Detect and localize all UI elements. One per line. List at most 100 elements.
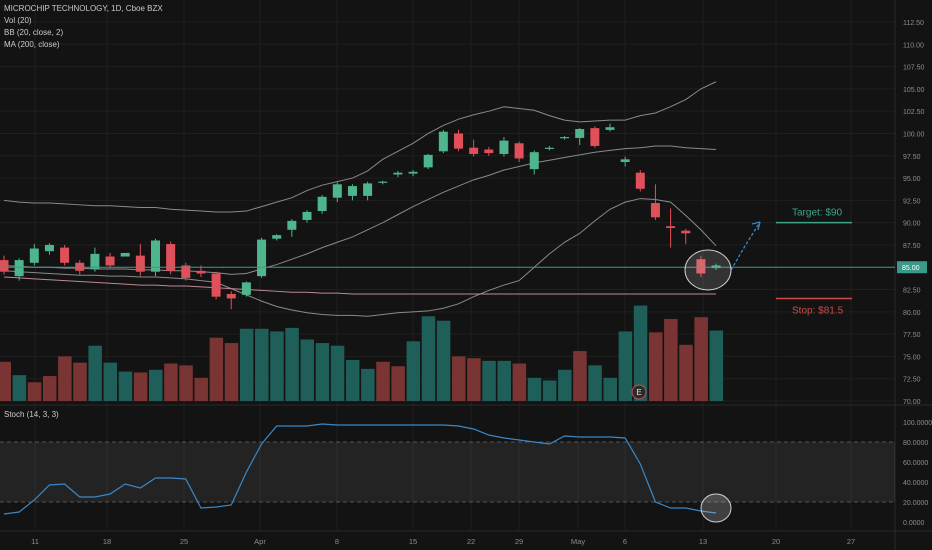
volume-bar (694, 317, 708, 401)
candle-body (393, 172, 403, 175)
volume-bar (88, 345, 102, 401)
candle-body (120, 252, 130, 257)
candle-body (135, 255, 145, 272)
time-tick-label: 29 (515, 537, 523, 546)
stoch-tick-label: 20.0000 (903, 500, 928, 507)
stoch-tick-label: 60.0000 (903, 460, 928, 467)
indicator-vol[interactable]: Vol (20) (4, 16, 32, 25)
volume-bar (0, 361, 11, 401)
volume-bar (270, 331, 284, 401)
candle-body (196, 270, 206, 274)
price-label-text: 85.00 (902, 265, 920, 272)
volume-bar (603, 377, 617, 401)
stoch-pane: 100.0000 80.0000 60.0000 40.0000 20.0000 0.00… (0, 420, 932, 527)
candle-body (181, 265, 191, 278)
time-tick-label: 27 (847, 537, 855, 546)
price-tick-label: 107.50 (903, 65, 925, 72)
volume-bar (73, 362, 87, 401)
volume-bar (12, 375, 27, 401)
candle-body (302, 211, 312, 220)
price-tick-label: 90.00 (903, 221, 921, 228)
candle-body (211, 273, 221, 297)
time-tick-label: 8 (335, 537, 339, 546)
volume-bar (330, 345, 345, 401)
candle-body (332, 184, 342, 198)
volume-bar (436, 320, 451, 401)
volume-bar (391, 366, 405, 401)
price-tick-label: 95.00 (903, 176, 921, 183)
candle-body (90, 253, 100, 270)
projection-arrow-head (751, 221, 761, 231)
volume-bar (376, 361, 390, 401)
candle-body (469, 147, 479, 154)
candle-body (696, 259, 706, 274)
time-tick-label: 20 (772, 537, 780, 546)
earnings-badge-label: E (636, 388, 641, 397)
price-tick-label: 87.50 (903, 243, 921, 250)
volume-bar (512, 363, 527, 401)
candlesticks[interactable] (0, 123, 721, 310)
price-tick-label: 75.00 (903, 354, 921, 361)
volume-bar (149, 369, 163, 401)
time-tick-label: 11 (31, 537, 39, 546)
candle-body (620, 159, 630, 163)
candle-body (60, 247, 70, 263)
time-axis[interactable]: 11 18 25 Apr 8 15 22 29 May 6 13 20 27 (31, 537, 855, 546)
stoch-tick-label: 0.0000 (903, 520, 925, 527)
candle-body (635, 172, 645, 189)
price-tick-label: 105.00 (903, 87, 925, 94)
candle-body (257, 239, 267, 277)
price-tick-label: 72.50 (903, 377, 921, 384)
price-axis[interactable]: 112.50 110.00 107.50 105.00 102.50 100.00 97.5… (897, 20, 927, 406)
time-tick-label: Apr (254, 537, 266, 546)
volume-bar (255, 328, 269, 401)
target-label: Target: $90 (792, 208, 842, 219)
volume-bar (209, 337, 224, 401)
candle-body (605, 127, 615, 130)
volume-bar (300, 339, 314, 401)
volume-bar (315, 343, 330, 401)
stoch-label[interactable]: Stoch (14, 3, 3) (4, 410, 59, 419)
stoch-tick-label: 100.0000 (903, 420, 932, 427)
volume-bar (618, 331, 633, 401)
candle-body (272, 235, 282, 239)
volume-bar (573, 351, 587, 401)
volume-bar (58, 356, 72, 401)
bollinger-bands (3, 81, 717, 317)
price-tick-label: 77.50 (903, 332, 921, 339)
candle-body (241, 282, 251, 295)
volume-bar (709, 330, 724, 401)
stoch-band (0, 442, 895, 502)
price-tick-label: 110.00 (903, 42, 924, 49)
volume-bar (118, 371, 133, 401)
candle-body (0, 260, 9, 272)
volume-bar (452, 356, 466, 401)
indicator-ma[interactable]: MA (200, close) (4, 40, 60, 49)
time-tick-label: 13 (699, 537, 707, 546)
bb-upper-line (3, 81, 717, 213)
candle-body (14, 260, 24, 277)
volume-bar (679, 344, 693, 401)
candle-body (499, 140, 509, 154)
bb-lower-line (3, 198, 717, 317)
candle-body (29, 248, 39, 263)
time-tick-label: 25 (180, 537, 188, 546)
volume-bar (467, 358, 481, 401)
volume-bar (648, 332, 663, 401)
candle-body (317, 196, 327, 212)
candle-body (166, 244, 176, 271)
candle-body (544, 147, 554, 149)
candle-body (226, 293, 236, 299)
volume-bar (179, 365, 193, 401)
candle-body (514, 143, 524, 159)
price-label-box (897, 261, 927, 274)
candle-body (529, 152, 539, 170)
volume-bar (194, 377, 208, 401)
symbol-title: MICROCHIP TECHNOLOGY, 1D, Cboe BZX (4, 4, 163, 13)
candle-body (438, 131, 448, 152)
candle-body (681, 230, 691, 234)
volume-bar (345, 359, 360, 401)
volume-bars (0, 305, 724, 401)
indicator-bb[interactable]: BB (20, close, 2) (4, 28, 64, 37)
